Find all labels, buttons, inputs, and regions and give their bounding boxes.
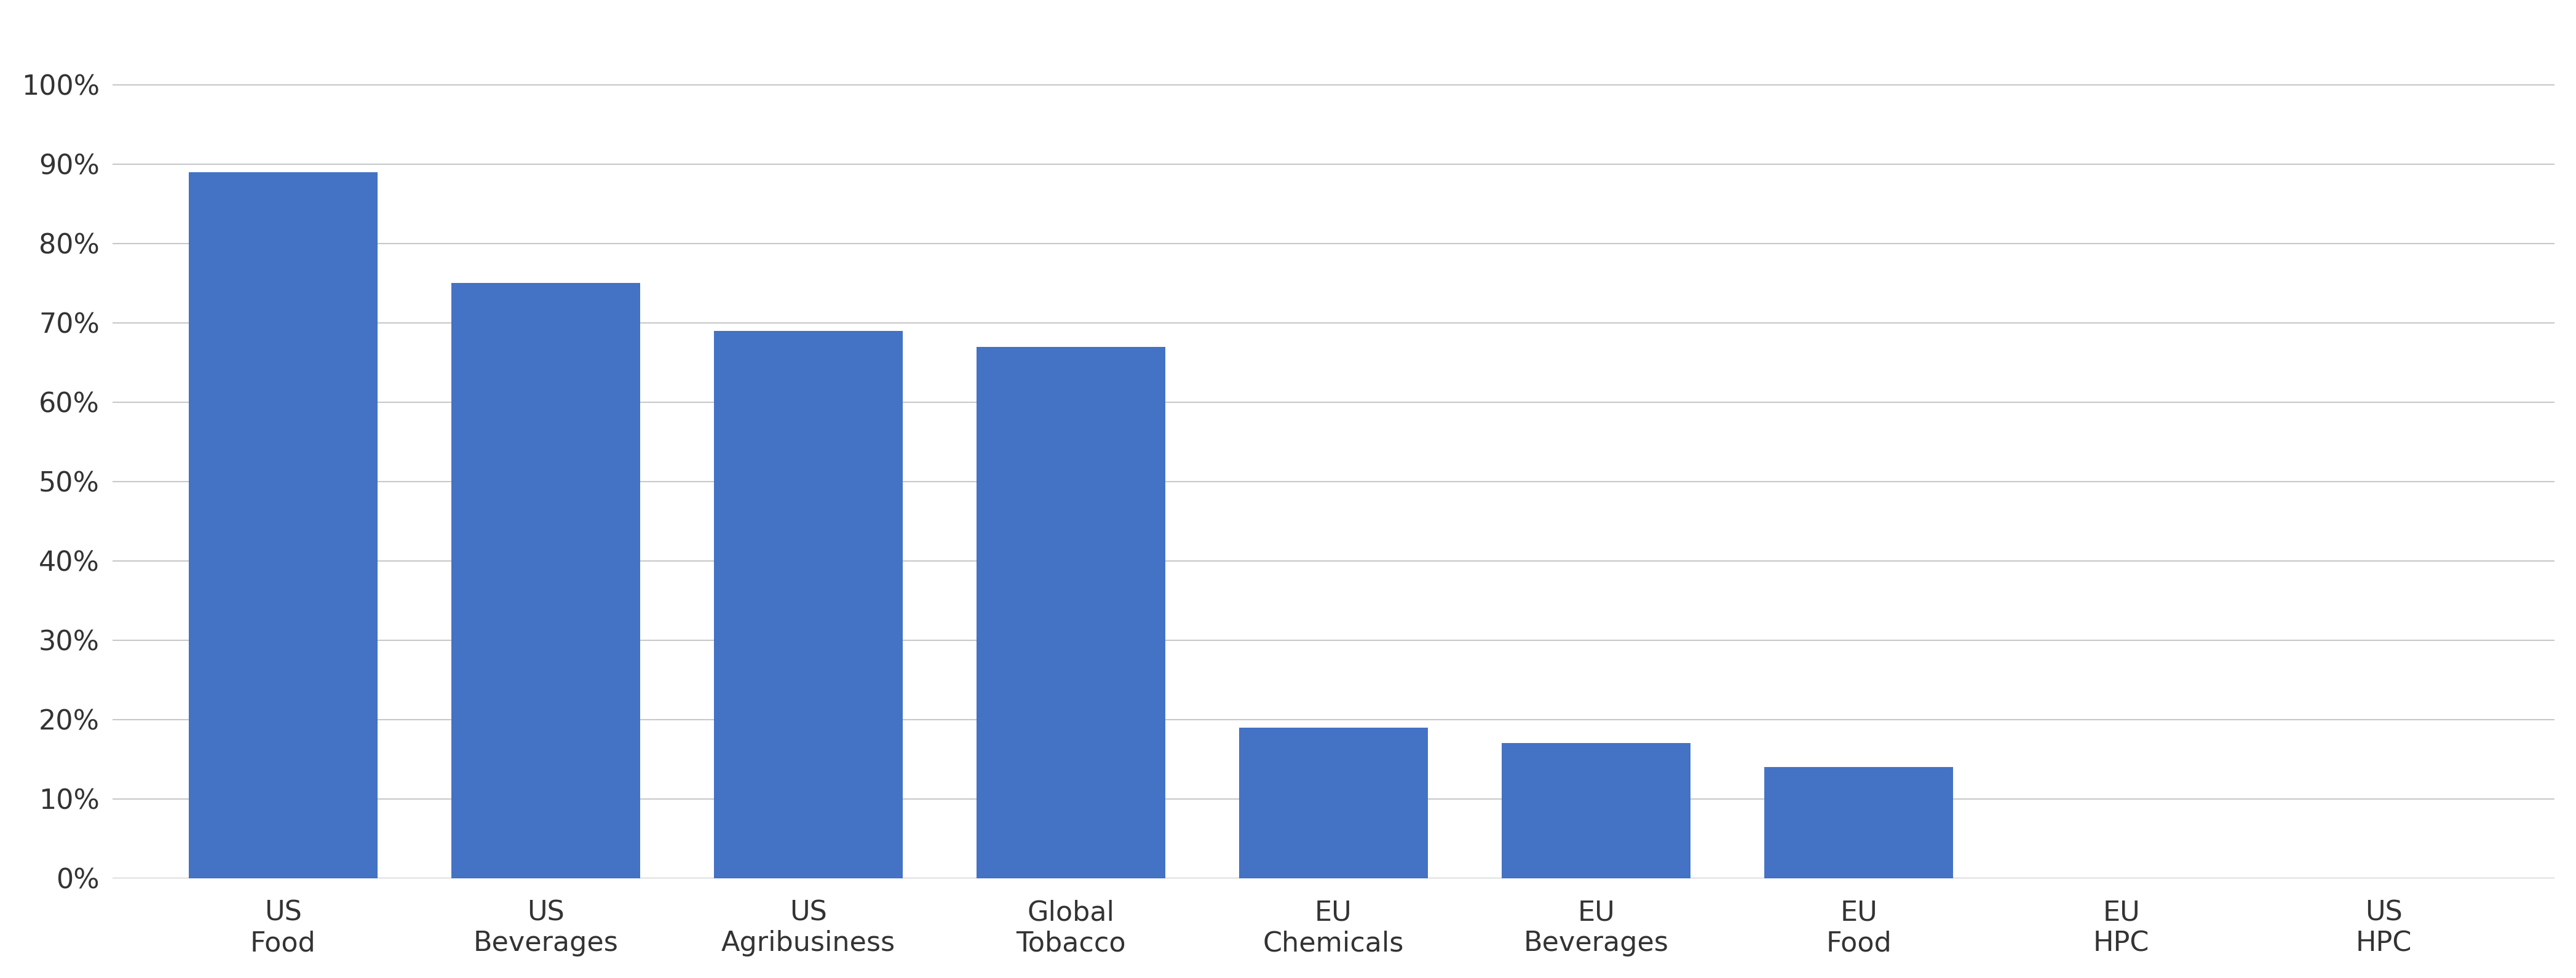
Bar [1502,743,1690,878]
Bar [1239,728,1427,878]
Bar [714,331,902,878]
Bar [451,284,641,878]
Bar [188,172,379,878]
Bar [1765,767,1953,878]
Bar [976,346,1164,878]
